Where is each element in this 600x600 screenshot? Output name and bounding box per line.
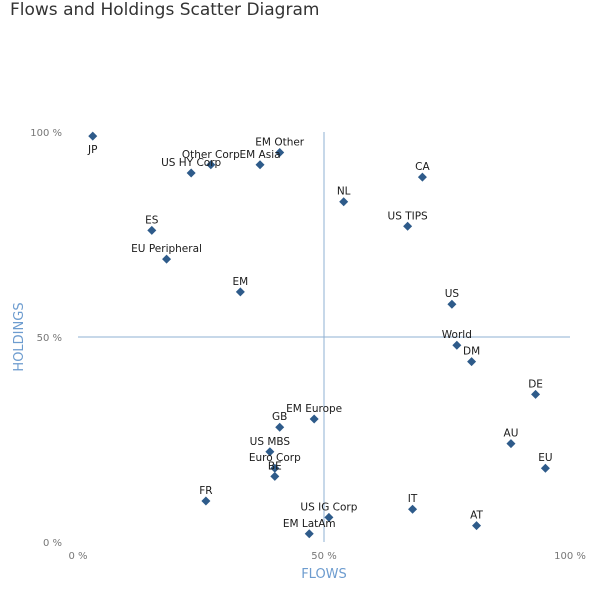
- point-label: US: [445, 288, 460, 300]
- data-point: EM Europe: [286, 403, 342, 424]
- point-label: AT: [470, 510, 483, 522]
- point-label: US IG Corp: [300, 501, 357, 513]
- data-point: DE: [528, 378, 543, 399]
- point-label: ES: [145, 214, 159, 226]
- point-label: World: [442, 329, 472, 341]
- diamond-marker: [88, 131, 98, 141]
- diamond-marker: [265, 447, 275, 457]
- diamond-marker: [206, 160, 216, 170]
- point-label: FR: [199, 485, 212, 497]
- diamond-marker: [235, 287, 245, 297]
- diamond-marker: [304, 529, 314, 539]
- diamond-marker: [309, 414, 319, 424]
- diamond-marker: [506, 439, 516, 449]
- diamond-marker: [447, 299, 457, 309]
- point-label: EU Peripheral: [131, 243, 202, 255]
- point-label: NL: [337, 186, 351, 198]
- tick-labels: 0 % 50 % 100 % 0 % 50 % 100 %: [30, 128, 586, 562]
- diamond-marker: [186, 168, 196, 178]
- diamond-marker: [324, 512, 334, 522]
- point-label: DE: [528, 378, 543, 390]
- data-point: BE: [268, 460, 282, 481]
- point-label: CA: [415, 161, 430, 173]
- data-point: US IG Corp: [300, 501, 358, 522]
- data-point: AU: [504, 428, 519, 449]
- diamond-marker: [467, 357, 477, 367]
- data-point: US HY Corp: [161, 157, 222, 178]
- data-point: US TIPS: [388, 210, 429, 231]
- point-label: DM: [463, 346, 480, 358]
- diamond-marker: [275, 422, 285, 432]
- diamond-marker: [408, 504, 418, 514]
- point-label: US MBS: [250, 436, 291, 448]
- diamond-marker: [403, 221, 413, 231]
- diamond-marker: [255, 160, 265, 170]
- diamond-marker: [162, 254, 172, 264]
- y-tick-label: 100 %: [30, 128, 62, 139]
- data-point: EU Peripheral: [131, 243, 202, 264]
- y-tick-label: 50 %: [37, 333, 62, 344]
- diamond-marker: [201, 496, 211, 506]
- point-label: JP: [87, 144, 97, 156]
- data-points: JP EM Other Other Corp EM Asia US HY Corp CA N…: [87, 131, 553, 539]
- data-point: NL: [337, 186, 351, 207]
- data-point: US MBS: [250, 436, 291, 457]
- x-tick-label: 50 %: [311, 551, 336, 562]
- data-point: EM: [233, 276, 249, 297]
- point-label: AU: [504, 428, 519, 440]
- x-tick-label: 0 %: [68, 551, 87, 562]
- data-point: US: [445, 288, 460, 309]
- data-point: EM Other: [255, 137, 305, 157]
- diamond-marker: [472, 521, 482, 531]
- diamond-marker: [452, 340, 462, 350]
- x-axis-title: FLOWS: [301, 567, 347, 582]
- point-label: US TIPS: [388, 210, 429, 222]
- data-point: ES: [145, 214, 159, 235]
- point-label: EM Asia: [240, 149, 281, 161]
- point-label: EU: [538, 452, 552, 464]
- data-point: DM: [463, 346, 480, 367]
- data-point: Euro Corp: [249, 452, 301, 473]
- data-point: World: [442, 329, 472, 350]
- point-label: EM LatAm: [283, 518, 336, 530]
- data-point: IT: [408, 493, 418, 514]
- diamond-marker: [147, 225, 157, 235]
- y-axis-title: HOLDINGS: [12, 302, 27, 371]
- diamond-marker: [417, 172, 427, 182]
- point-label: EM Other: [255, 137, 305, 149]
- point-label: Other Corp: [182, 149, 240, 161]
- diamond-marker: [270, 463, 280, 473]
- data-point: EM Asia: [240, 149, 281, 170]
- point-label: US HY Corp: [161, 157, 221, 169]
- data-point: EM LatAm: [283, 518, 336, 539]
- diamond-marker: [531, 389, 541, 399]
- point-label: BE: [268, 460, 282, 472]
- point-label: GB: [272, 411, 287, 423]
- diamond-marker: [540, 463, 550, 473]
- data-point: AT: [470, 510, 483, 531]
- diamond-marker: [270, 471, 280, 481]
- point-label: EM Europe: [286, 403, 342, 415]
- diamond-marker: [275, 148, 285, 157]
- diamond-marker: [339, 197, 349, 207]
- data-point: EU: [538, 452, 553, 473]
- data-point: GB: [272, 411, 287, 432]
- data-point: FR: [199, 485, 213, 506]
- point-label: Euro Corp: [249, 452, 301, 464]
- y-tick-label: 0 %: [43, 538, 62, 549]
- point-label: IT: [408, 493, 418, 505]
- data-point: JP: [87, 131, 98, 156]
- chart-title: Flows and Holdings Scatter Diagram: [10, 0, 320, 20]
- x-tick-label: 100 %: [554, 551, 586, 562]
- point-label: EM: [233, 276, 249, 288]
- data-point: CA: [415, 161, 430, 182]
- data-point: Other Corp: [182, 149, 240, 170]
